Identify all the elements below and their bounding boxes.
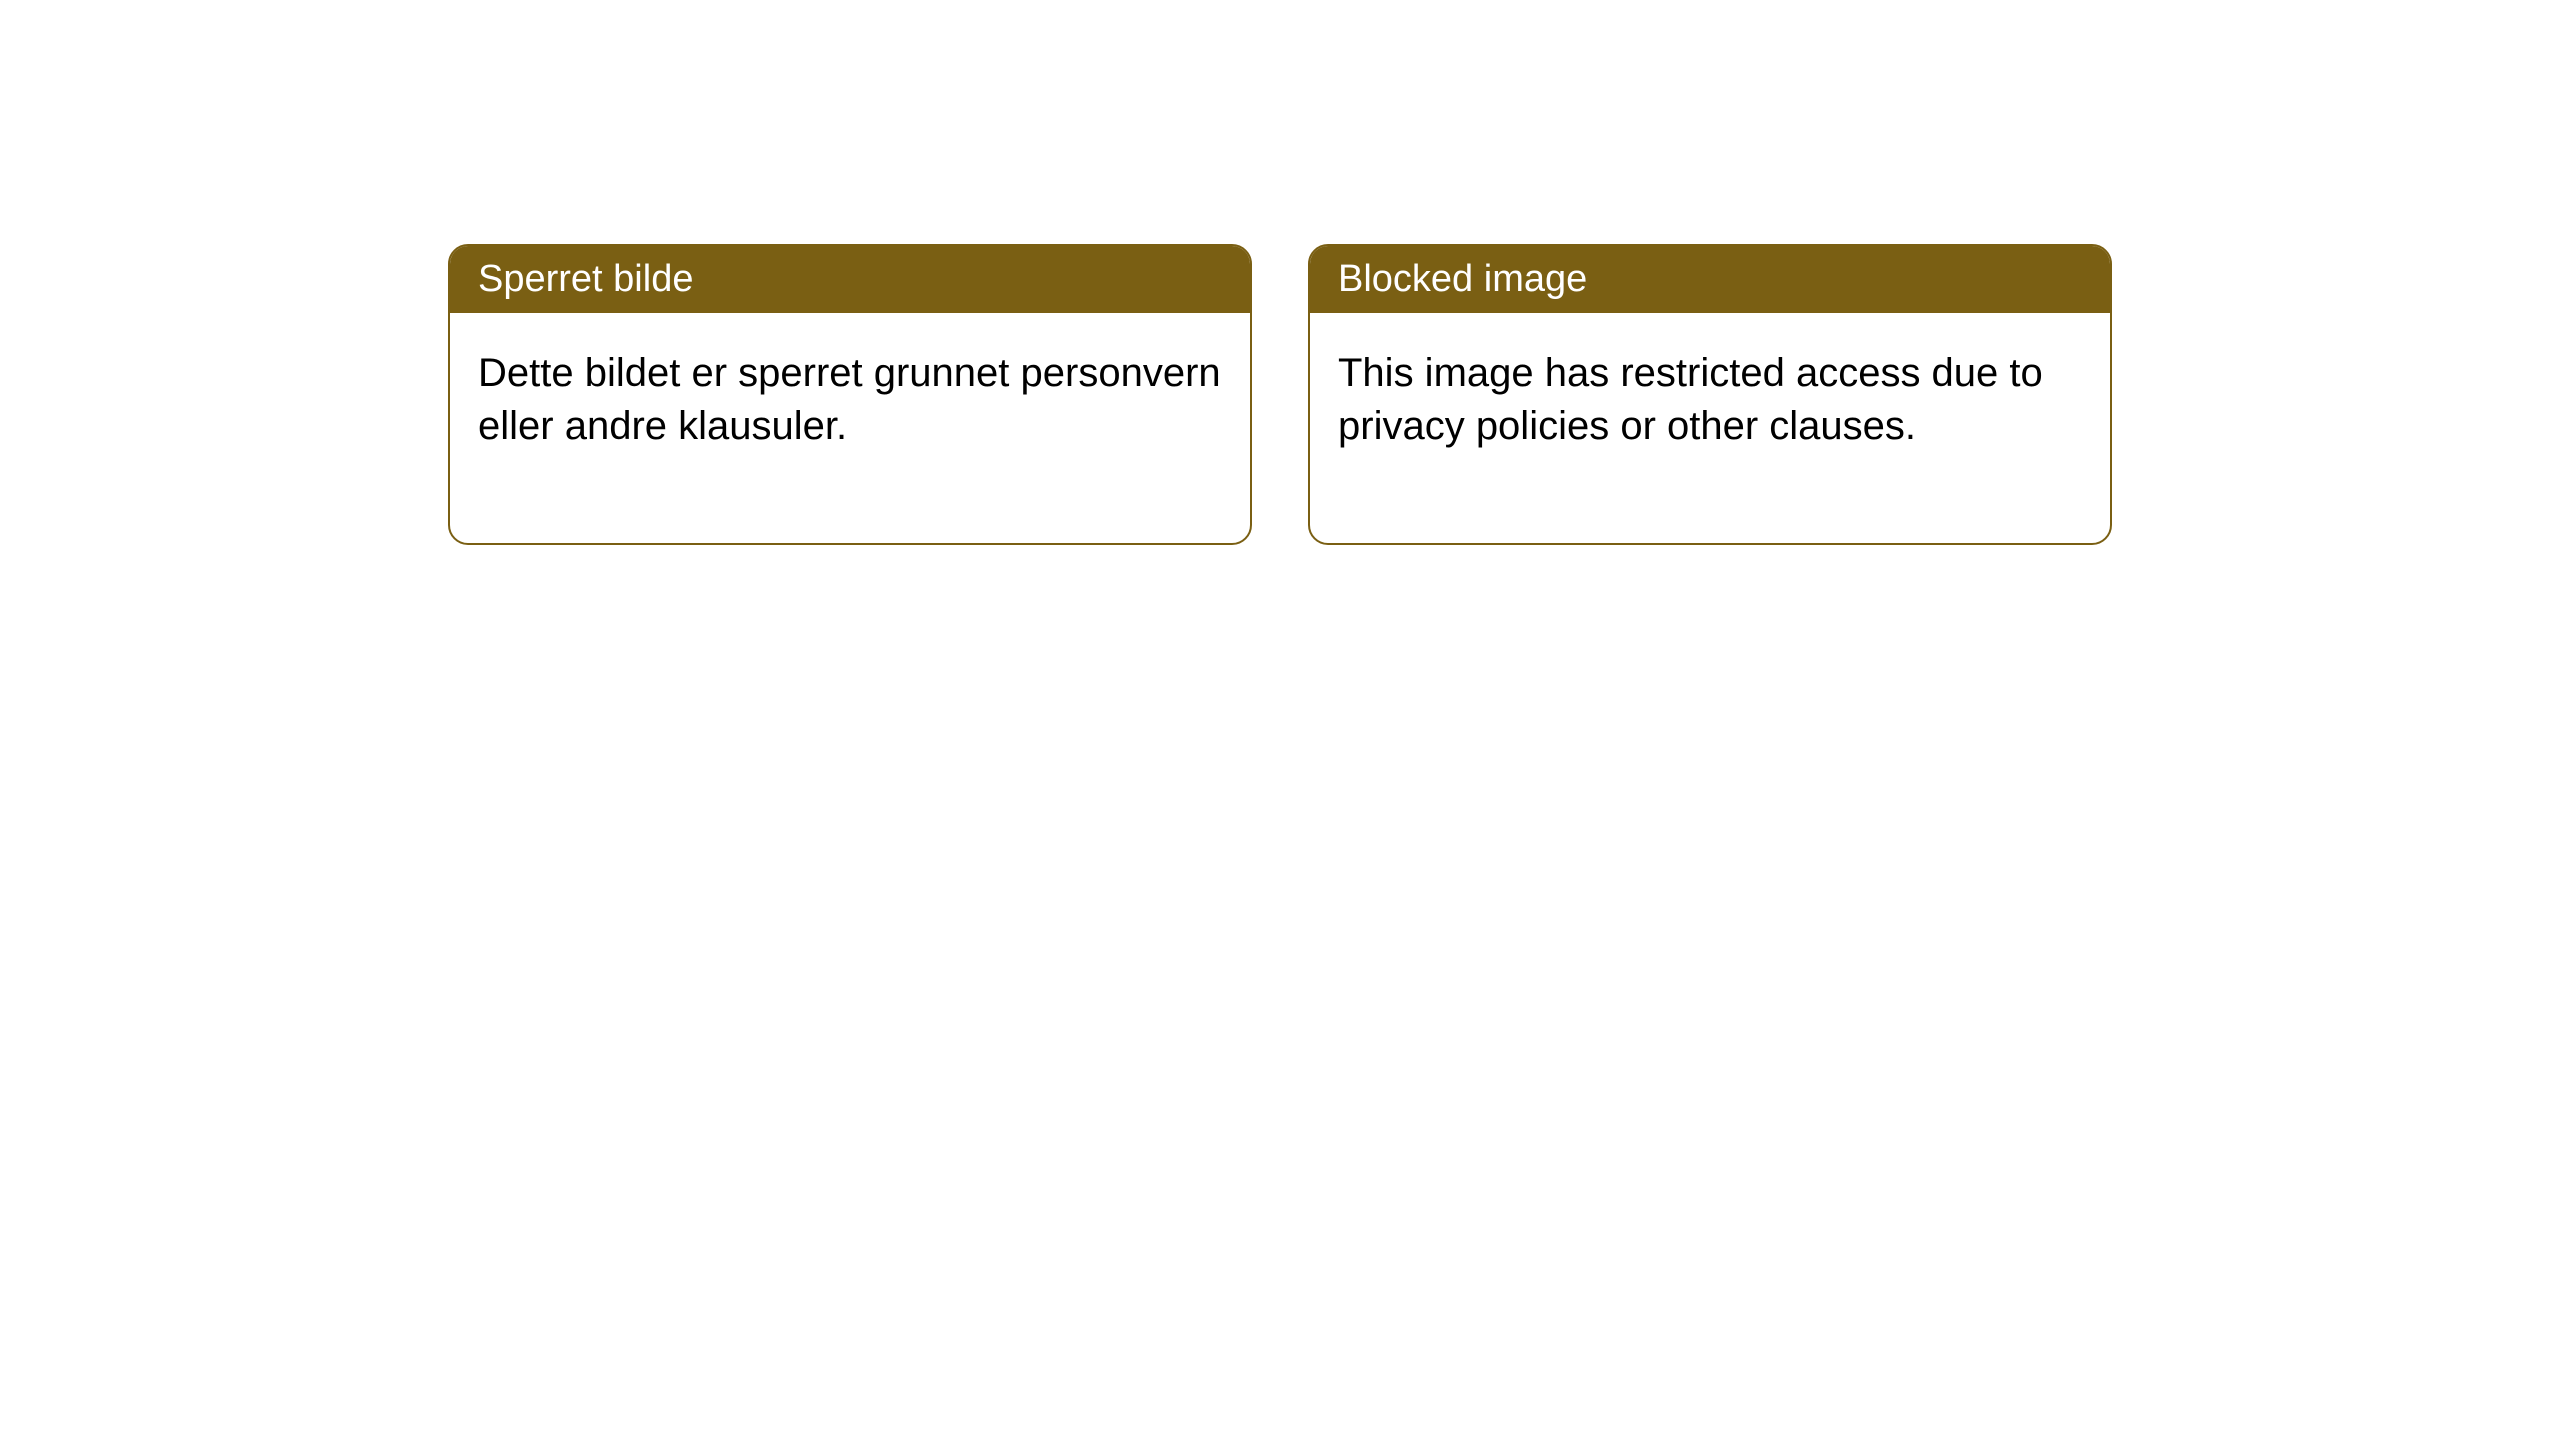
card-text: Dette bildet er sperret grunnet personve… (478, 351, 1221, 448)
card-body-norwegian: Dette bildet er sperret grunnet personve… (450, 313, 1250, 543)
card-header-english: Blocked image (1310, 246, 2110, 313)
card-title: Sperret bilde (478, 258, 693, 300)
card-header-norwegian: Sperret bilde (450, 246, 1250, 313)
notice-card-english: Blocked image This image has restricted … (1308, 244, 2112, 545)
card-text: This image has restricted access due to … (1338, 351, 2043, 448)
notice-container: Sperret bilde Dette bildet er sperret gr… (448, 244, 2112, 545)
card-body-english: This image has restricted access due to … (1310, 313, 2110, 543)
card-title: Blocked image (1338, 258, 1587, 300)
notice-card-norwegian: Sperret bilde Dette bildet er sperret gr… (448, 244, 1252, 545)
